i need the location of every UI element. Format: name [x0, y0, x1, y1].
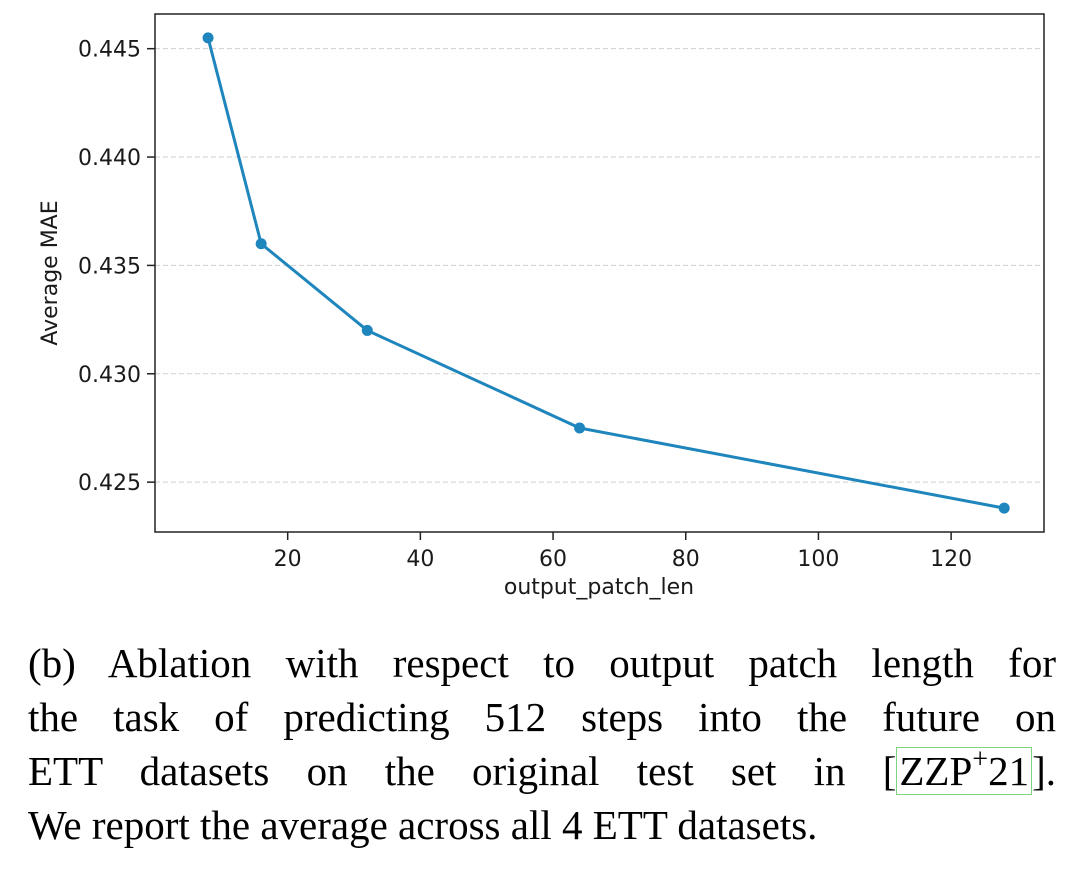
- citation-year: 21: [988, 748, 1030, 794]
- data-point: [255, 238, 267, 250]
- citation-link[interactable]: ZZP+21: [896, 744, 1033, 795]
- plot-frame: [154, 13, 1045, 533]
- x-tick-label: 100: [797, 547, 839, 572]
- figure-caption: (b) Ablation with respect to output patc…: [28, 636, 1056, 852]
- caption-line-2: the task of predicting 512 steps into th…: [28, 694, 1056, 740]
- data-point: [998, 502, 1010, 514]
- y-tick-label: 0.440: [78, 146, 141, 171]
- caption-line-3: ETT datasets on the original test set in…: [28, 744, 1056, 798]
- x-tick-label: 40: [406, 547, 434, 572]
- x-tick-label: 120: [930, 547, 972, 572]
- y-tick-label: 0.445: [78, 38, 141, 63]
- figure: 0.425 0.430 0.435 0.440 0.445 20 40 60 80 100 120 …: [38, 13, 1045, 600]
- grid-lines: [155, 48, 1044, 483]
- x-tick-label: 80: [672, 547, 700, 572]
- citation-superscript: +: [972, 744, 989, 776]
- citation-authors: ZZP: [899, 748, 973, 794]
- data-point: [202, 32, 214, 44]
- axis-ticks: 0.425 0.430 0.435 0.440 0.445 20 40 60 80 100 120: [78, 38, 972, 572]
- caption-line-3-text: ETT datasets on the original test set in…: [28, 748, 897, 794]
- y-tick-label: 0.430: [78, 363, 141, 388]
- data-point: [361, 324, 373, 336]
- y-tick-label: 0.425: [78, 471, 141, 496]
- series-average-mae: [202, 32, 1010, 514]
- caption-line-3-end: ].: [1032, 748, 1056, 794]
- caption-line-1: (b) Ablation with respect to output patc…: [28, 640, 1056, 686]
- x-axis-label: output_patch_len: [504, 575, 694, 600]
- y-axis-label: Average MAE: [38, 200, 63, 345]
- y-tick-label: 0.435: [78, 254, 141, 279]
- data-point: [574, 422, 586, 434]
- caption-line-4: We report the average across all 4 ETT d…: [28, 802, 818, 848]
- x-tick-label: 60: [539, 547, 567, 572]
- x-tick-label: 20: [274, 547, 302, 572]
- series-line: [206, 37, 1005, 510]
